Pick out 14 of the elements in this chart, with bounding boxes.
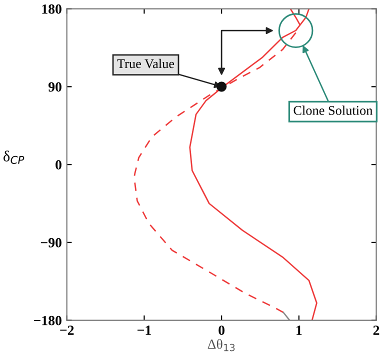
- y-tick-label: −90: [40, 238, 62, 248]
- x-tick-label: 2: [373, 326, 380, 335]
- y-tick-label: −180: [34, 316, 62, 326]
- x-tick-label: 0: [218, 326, 225, 335]
- y-tick-label: 0: [56, 160, 62, 170]
- x-tick-label: −1: [138, 326, 151, 335]
- y-tick-label: 180: [42, 4, 62, 14]
- annotation: True Value: [117, 58, 174, 68]
- x-tick-label: −2: [60, 326, 74, 335]
- annotation: Clone Solution: [294, 106, 373, 115]
- y-tick-label: 90: [48, 82, 62, 92]
- y-axis-title: δ$_{CP}$: [4, 150, 24, 164]
- x-tick-label: 1: [296, 326, 302, 335]
- x-axis-title: Δθ$_{13}$: [208, 339, 235, 352]
